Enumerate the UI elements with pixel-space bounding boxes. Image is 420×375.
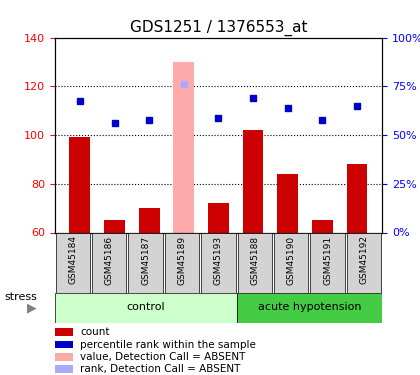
- Text: GSM45186: GSM45186: [105, 236, 114, 285]
- FancyBboxPatch shape: [347, 232, 381, 292]
- Title: GDS1251 / 1376553_at: GDS1251 / 1376553_at: [130, 20, 307, 36]
- Bar: [243, 130, 263, 232]
- Text: count: count: [80, 327, 110, 338]
- Text: GSM45190: GSM45190: [287, 236, 296, 285]
- FancyBboxPatch shape: [165, 232, 199, 292]
- Bar: [346, 164, 368, 232]
- FancyBboxPatch shape: [92, 232, 126, 292]
- Text: GSM45189: GSM45189: [178, 236, 186, 285]
- Bar: [277, 174, 298, 232]
- Bar: [55, 365, 73, 373]
- Text: control: control: [126, 303, 165, 312]
- Bar: [208, 203, 229, 232]
- Bar: [55, 328, 73, 336]
- FancyBboxPatch shape: [129, 232, 163, 292]
- Bar: [55, 340, 73, 348]
- FancyBboxPatch shape: [238, 232, 272, 292]
- Text: percentile rank within the sample: percentile rank within the sample: [80, 339, 256, 350]
- FancyBboxPatch shape: [55, 232, 90, 292]
- Text: GSM45187: GSM45187: [141, 236, 150, 285]
- Text: GSM45192: GSM45192: [360, 236, 368, 285]
- FancyBboxPatch shape: [310, 232, 345, 292]
- Bar: [69, 138, 90, 232]
- Text: rank, Detection Call = ABSENT: rank, Detection Call = ABSENT: [80, 364, 241, 374]
- Text: GSM45191: GSM45191: [323, 236, 332, 285]
- Bar: [312, 220, 333, 232]
- Text: ▶: ▶: [27, 302, 37, 315]
- Bar: [55, 353, 73, 361]
- FancyBboxPatch shape: [201, 232, 236, 292]
- FancyBboxPatch shape: [55, 292, 236, 322]
- Text: stress: stress: [4, 292, 37, 303]
- Text: GSM45193: GSM45193: [214, 236, 223, 285]
- Text: GSM45188: GSM45188: [250, 236, 259, 285]
- Text: GSM45184: GSM45184: [68, 236, 77, 285]
- Bar: [173, 62, 194, 232]
- FancyBboxPatch shape: [274, 232, 308, 292]
- Bar: [104, 220, 125, 232]
- Text: value, Detection Call = ABSENT: value, Detection Call = ABSENT: [80, 352, 246, 362]
- Bar: [139, 208, 160, 232]
- FancyBboxPatch shape: [236, 292, 382, 322]
- Text: acute hypotension: acute hypotension: [257, 303, 361, 312]
